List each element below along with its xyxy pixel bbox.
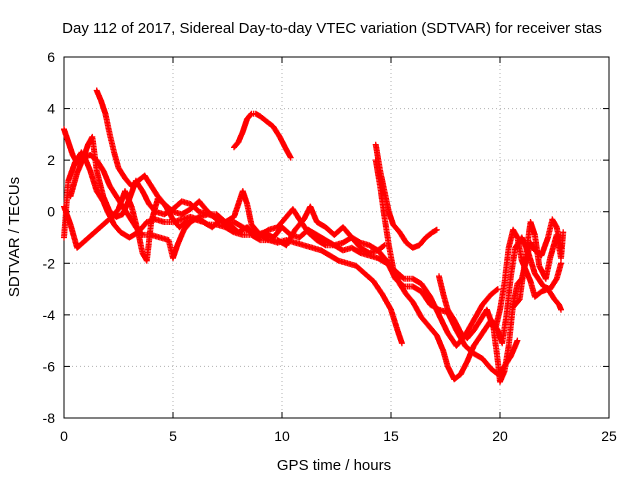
x-tick-label: 20 [492, 428, 508, 444]
x-tick-label: 25 [601, 428, 617, 444]
y-tick-label: -4 [43, 307, 56, 323]
y-tick-labels: -8 -6 -4 -2 0 2 4 6 [43, 49, 56, 426]
axis-ticks [63, 56, 610, 419]
y-tick-label: -6 [43, 358, 56, 374]
series-track-j [492, 226, 564, 331]
marker-path [492, 226, 564, 331]
y-tick-label: 2 [47, 152, 55, 168]
x-tick-label: 5 [169, 428, 177, 444]
marker-path [372, 157, 564, 383]
y-axis-title: SDTVAR / TECUs [6, 177, 23, 297]
chart-title: Day 112 of 2017, Sidereal Day-to-day VTE… [62, 20, 602, 37]
marker-path [231, 110, 294, 161]
y-tick-label: 0 [47, 204, 55, 220]
marker-path [510, 219, 567, 311]
x-tick-labels: 0 5 10 15 20 25 [60, 428, 617, 444]
data-points [61, 87, 567, 385]
y-tick-label: -8 [43, 410, 56, 426]
x-tick-label: 10 [274, 428, 290, 444]
y-tick-label: -2 [43, 255, 56, 271]
y-tick-label: 4 [47, 101, 55, 117]
series-track-d [67, 133, 388, 254]
series-track-h [372, 157, 564, 383]
x-axis-title: GPS time / hours [277, 457, 391, 474]
series-track-f [231, 110, 294, 161]
marker-path [93, 87, 229, 225]
grid-lines [64, 57, 609, 418]
x-tick-label: 15 [383, 428, 399, 444]
y-tick-label: 6 [47, 49, 55, 65]
marker-path [67, 133, 388, 254]
series-track-e [93, 87, 229, 225]
x-tick-label: 0 [60, 428, 68, 444]
series-track-k [510, 219, 567, 311]
